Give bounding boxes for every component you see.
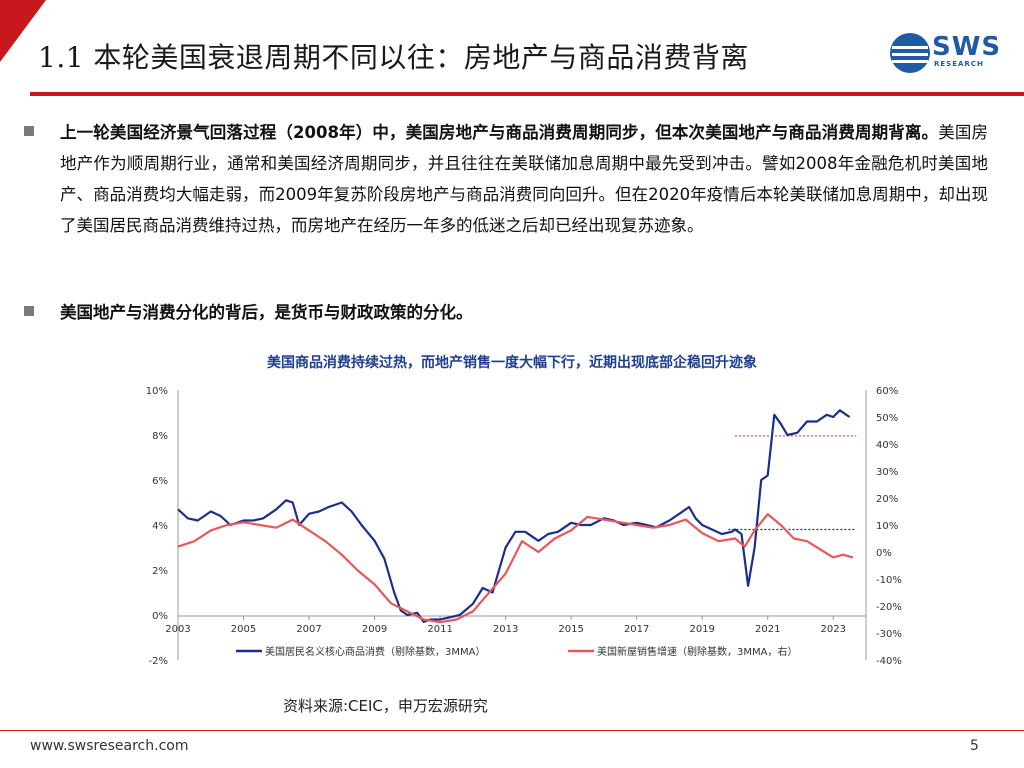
right-tick-label: 0% (876, 548, 892, 559)
source-note: 资料来源:CEIC，申万宏源研究 (283, 697, 488, 715)
bullet-1-text: 上一轮美国经济景气回落过程（2008年）中，美国房地产与商品消费周期同步，但本次… (60, 117, 988, 241)
right-tick-label: 20% (876, 494, 898, 505)
bullet-square-icon (24, 126, 34, 136)
x-tick-label: 2005 (231, 624, 256, 635)
bullet-2-bold: 美国地产与消费分化的背后，是货币与财政政策的分化。 (60, 303, 473, 322)
right-tick-label: -10% (876, 575, 902, 586)
x-tick-label: 2017 (624, 624, 649, 635)
page-number: 5 (970, 738, 979, 754)
x-tick-label: 2009 (362, 624, 387, 635)
left-tick-label: 10% (146, 386, 168, 397)
right-tick-label: -20% (876, 602, 902, 613)
legend-label-home-sales: 美国新屋销售增速（剔除基数，3MMA，右） (597, 645, 797, 658)
bullet-1-body: 美国房地产作为顺周期行业，通常和美国经济周期同步，并且往往在美联储加息周期中最先… (60, 123, 988, 235)
left-tick-label: 4% (152, 521, 168, 532)
right-tick-label: 50% (876, 413, 898, 424)
chart-title: 美国商品消费持续过热，而地产销售一度大幅下行，近期出现底部企稳回升迹象 (267, 355, 757, 371)
logo-text: SWS (932, 32, 1002, 62)
x-tick-label: 2023 (821, 624, 846, 635)
page-title: 1.1 本轮美国衰退周期不同以往：房地产与商品消费背离 (38, 41, 749, 74)
series-line-consumption (177, 409, 851, 623)
bullet-1-bold: 上一轮美国经济景气回落过程（2008年）中，美国房地产与商品消费周期同步，但本次… (60, 123, 939, 142)
right-tick-label: 30% (876, 467, 898, 478)
right-tick-label: -30% (876, 629, 902, 640)
x-tick-label: 2013 (493, 624, 518, 635)
x-tick-label: 2003 (165, 624, 190, 635)
series-line-home-sales (177, 513, 854, 624)
x-tick-label: 2019 (689, 624, 714, 635)
sws-logo-icon (890, 33, 930, 73)
title-corner-decoration (0, 0, 46, 62)
left-tick-label: 2% (152, 566, 168, 577)
footer-divider (0, 730, 1024, 731)
x-tick-label: 2011 (427, 624, 452, 635)
bullet-square-icon (24, 306, 34, 316)
left-tick-label: 0% (152, 611, 168, 622)
left-tick-label: 6% (152, 476, 168, 487)
right-tick-label: 10% (876, 521, 898, 532)
right-tick-label: 40% (876, 440, 898, 451)
legend-label-consumption: 美国居民名义核心商品消费（剔除基数，3MMA） (265, 645, 485, 658)
left-tick-label: -2% (149, 656, 168, 667)
bullet-2-text: 美国地产与消费分化的背后，是货币与财政政策的分化。 (60, 297, 988, 328)
x-tick-label: 2015 (558, 624, 583, 635)
logo-subtext: RESEARCH (934, 60, 984, 68)
x-tick-label: 2007 (296, 624, 321, 635)
right-tick-label: 60% (876, 386, 898, 397)
right-tick-label: -40% (876, 656, 902, 667)
left-tick-label: 8% (152, 431, 168, 442)
x-tick-label: 2021 (755, 624, 780, 635)
footer-url: www.swsresearch.com (30, 738, 189, 754)
title-divider (30, 92, 1024, 96)
